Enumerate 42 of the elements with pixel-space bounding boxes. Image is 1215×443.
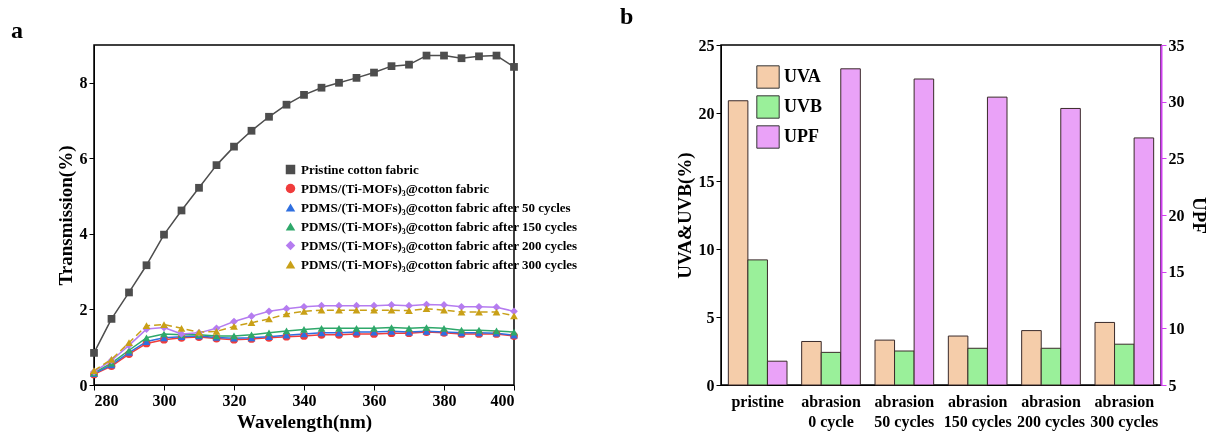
- legend-label: Pristine cotton fabric: [301, 161, 419, 177]
- y2-tick-label: 35: [1168, 36, 1185, 54]
- legend-label: UPF: [784, 126, 819, 146]
- x-tick-label: abrasion 150 cycles: [943, 392, 1012, 431]
- x-tick-label: 300: [152, 391, 177, 409]
- legend-label: UVB: [784, 96, 823, 116]
- y-tick-label: 0: [706, 376, 715, 394]
- y2-tick-label: 10: [1168, 319, 1185, 337]
- legend-label: UVA: [784, 66, 821, 86]
- x-tick-label: abrasion 0 cycle: [801, 392, 861, 431]
- legend-label: PDMS/(Ti-MOFs)₃@cotton fabric: [301, 180, 490, 196]
- chart-title: a: [11, 17, 23, 43]
- y-tick-label: 0: [79, 376, 88, 394]
- y-tick-label: 5: [706, 308, 715, 326]
- x-tick-label: pristine: [731, 392, 784, 411]
- y-axis-title: UVA&UVB(%): [673, 152, 696, 279]
- y-tick-label: 10: [698, 240, 715, 258]
- x-tick-label: 360: [362, 391, 387, 409]
- y2-axis-title: UPF: [1188, 197, 1210, 234]
- x-axis-title: Wavelength(nm): [236, 410, 373, 433]
- y2-tick-label: 30: [1168, 93, 1185, 111]
- y2-tick-label: 5: [1168, 376, 1177, 394]
- x-tick-label: abrasion 300 cycles: [1090, 392, 1159, 431]
- y-tick-label: 20: [698, 104, 715, 122]
- y-tick-label: 6: [79, 149, 88, 167]
- x-tick-label: 400: [490, 391, 515, 409]
- y-tick-label: 2: [79, 300, 88, 318]
- y-tick-label: 25: [698, 36, 715, 54]
- chart-title: b: [620, 3, 634, 29]
- x-tick-label: 320: [222, 391, 247, 409]
- y-axis-title: Transmission(%): [54, 145, 77, 286]
- y-tick-label: 15: [698, 172, 715, 190]
- y2-tick-label: 15: [1168, 263, 1185, 281]
- x-tick-label: abrasion 200 cycles: [1017, 392, 1085, 431]
- y-tick-label: 8: [79, 74, 88, 92]
- y2-tick-label: 20: [1168, 206, 1185, 224]
- x-tick-label: 280: [94, 391, 119, 409]
- x-tick-label: 340: [292, 391, 317, 409]
- y-tick-label: 4: [79, 225, 88, 243]
- x-tick-label: 380: [432, 391, 457, 409]
- y2-tick-label: 25: [1168, 149, 1185, 167]
- x-tick-label: abrasion 50 cycles: [874, 392, 935, 431]
